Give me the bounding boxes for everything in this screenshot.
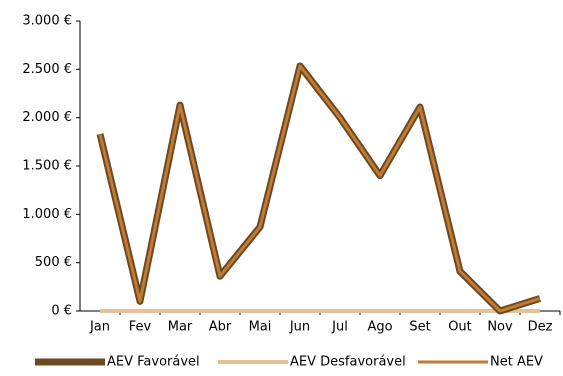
x-tick-label: Abr	[209, 320, 232, 335]
legend-label: AEV Desfavorável	[290, 355, 406, 370]
legend-label: Net AEV	[490, 355, 543, 370]
x-tick-label: Jun	[289, 320, 310, 335]
x-tick-label: Fev	[129, 320, 152, 335]
y-tick-label: 1.000 €	[22, 207, 72, 222]
line	[98, 64, 541, 313]
x-tick-label: Nov	[487, 320, 513, 335]
y-tick-label: 2.000 €	[22, 110, 72, 125]
x-tick-label: Dez	[528, 320, 553, 335]
y-tick-label: 3.000 €	[22, 14, 72, 29]
x-tick-label: Mai	[249, 320, 272, 335]
y-tick-label: 0 €	[51, 304, 72, 319]
line	[96, 62, 542, 315]
x-tick-label: Set	[409, 320, 430, 335]
x-tick-label: Out	[448, 320, 472, 335]
x-tick-label: Ago	[367, 320, 392, 335]
legend-label: AEV Favorável	[107, 355, 200, 370]
y-tick-label: 500 €	[35, 255, 72, 270]
x-tick-label: Jul	[331, 320, 348, 335]
y-tick-label: 1.500 €	[22, 159, 72, 174]
x-tick-label: Jan	[89, 320, 110, 335]
x-tick-label: Mar	[168, 320, 193, 335]
y-tick-label: 2.500 €	[22, 62, 72, 77]
